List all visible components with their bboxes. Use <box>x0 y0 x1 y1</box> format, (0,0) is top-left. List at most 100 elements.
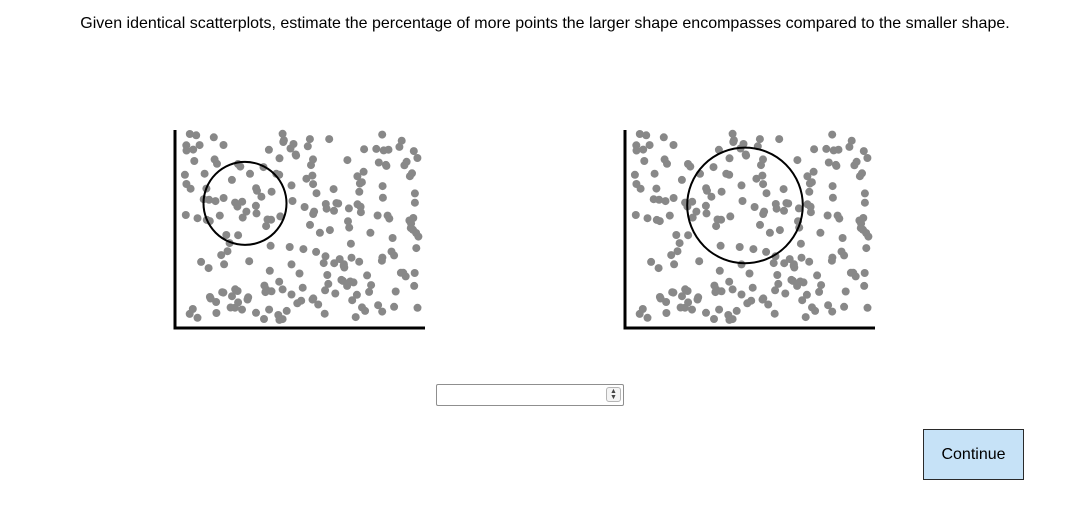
data-point <box>366 228 375 237</box>
data-point <box>805 257 814 266</box>
data-point <box>310 207 319 216</box>
data-point <box>211 197 220 206</box>
data-point <box>324 279 333 288</box>
data-point <box>661 197 670 206</box>
data-point <box>205 195 214 204</box>
data-point <box>662 309 671 317</box>
data-point <box>805 187 814 196</box>
data-point <box>181 211 190 219</box>
data-point <box>275 277 284 286</box>
data-point <box>859 147 868 156</box>
data-point <box>824 158 833 167</box>
data-point <box>654 264 663 273</box>
data-point <box>388 234 397 242</box>
data-point <box>642 131 651 140</box>
data-point <box>278 129 287 138</box>
scatterplot-left-svg <box>173 129 425 330</box>
data-point <box>631 211 640 219</box>
data-point <box>222 231 231 239</box>
data-point <box>835 214 844 223</box>
continue-button[interactable]: Continue <box>923 429 1024 480</box>
data-point <box>765 228 774 237</box>
data-point <box>349 278 358 287</box>
chevron-down-icon[interactable]: ▼ <box>610 393 617 401</box>
data-point <box>193 214 202 223</box>
data-point <box>710 281 719 290</box>
data-point <box>339 261 348 270</box>
data-point <box>343 156 352 165</box>
data-point <box>729 138 738 146</box>
up-down-spinner-icon[interactable]: ▲ ▼ <box>606 387 621 402</box>
data-point <box>841 287 850 296</box>
data-point <box>760 207 769 216</box>
data-point <box>374 301 383 310</box>
task-prompt: Given identical scatterplots, estimate t… <box>80 15 1010 32</box>
data-point <box>828 130 837 139</box>
data-point <box>684 160 692 168</box>
data-point <box>797 253 806 262</box>
data-point <box>702 209 711 218</box>
data-point <box>823 211 832 220</box>
data-point <box>748 283 757 292</box>
data-point <box>361 306 370 315</box>
data-point <box>355 179 364 188</box>
data-point <box>379 146 388 155</box>
data-point <box>737 260 746 269</box>
data-point <box>351 313 360 322</box>
data-point <box>185 130 194 138</box>
data-point <box>252 209 261 218</box>
data-point <box>372 144 381 153</box>
data-point <box>862 244 871 253</box>
data-point <box>810 145 819 154</box>
data-point <box>228 292 236 301</box>
data-point <box>643 313 652 322</box>
data-point <box>275 154 284 163</box>
data-point <box>813 271 822 280</box>
data-point <box>297 296 306 305</box>
data-point <box>806 208 815 217</box>
data-point <box>684 231 693 240</box>
data-point <box>738 197 747 205</box>
data-point <box>180 170 189 179</box>
chevron-up-icon[interactable]: ▲ <box>610 387 617 395</box>
data-point <box>675 239 684 248</box>
data-point <box>655 195 664 204</box>
data-point <box>260 315 268 323</box>
data-point <box>715 266 724 275</box>
data-point <box>756 220 764 229</box>
data-point <box>210 155 219 164</box>
data-point <box>815 287 824 296</box>
data-point <box>828 182 837 191</box>
data-point <box>374 158 383 167</box>
data-point <box>769 259 778 268</box>
data-point <box>832 161 841 170</box>
data-point <box>365 287 374 296</box>
data-point <box>355 257 364 266</box>
data-point <box>735 243 744 251</box>
data-point <box>266 241 275 250</box>
data-point <box>752 174 761 183</box>
data-point <box>287 290 296 299</box>
data-point <box>845 142 854 151</box>
data-point <box>298 283 307 292</box>
data-point <box>799 278 808 287</box>
data-point <box>315 228 324 237</box>
scatterplot-right-svg <box>623 129 875 330</box>
data-point <box>758 295 767 304</box>
data-point <box>811 306 820 315</box>
data-point <box>785 255 794 264</box>
data-point <box>359 167 368 176</box>
data-point <box>803 172 812 181</box>
data-point <box>279 138 288 146</box>
data-point <box>322 204 331 213</box>
data-point <box>652 184 661 193</box>
data-point <box>829 146 838 155</box>
data-point <box>306 220 314 229</box>
larger-circle-shape <box>686 146 804 265</box>
data-point <box>204 264 213 273</box>
data-point <box>840 302 849 311</box>
answer-input[interactable] <box>436 384 624 406</box>
data-point <box>656 294 665 303</box>
data-point <box>659 133 668 142</box>
